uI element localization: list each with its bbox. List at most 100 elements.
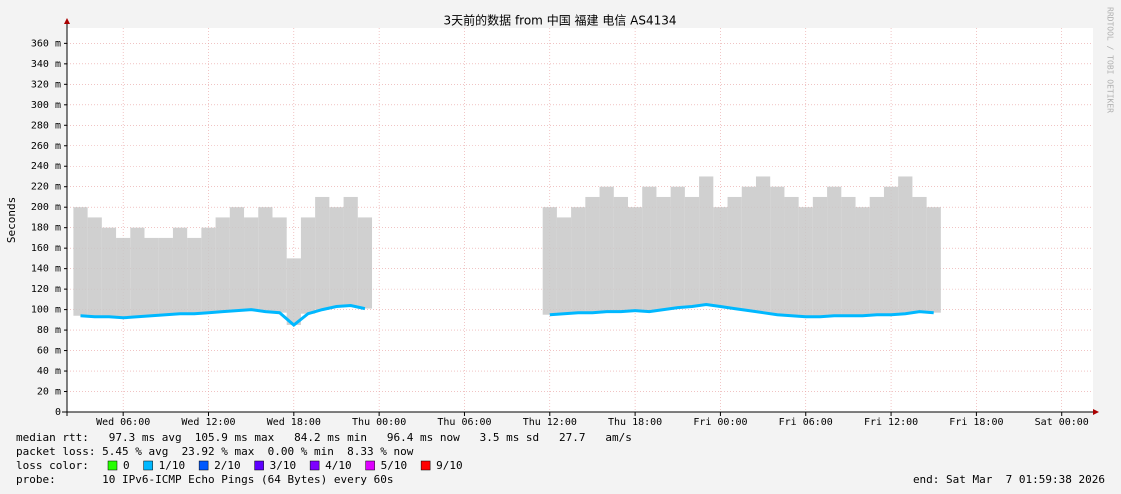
smoke-bar	[556, 217, 572, 314]
y-tick-label: 40 m	[37, 366, 61, 377]
x-tick-label: Thu 06:00	[437, 417, 491, 428]
y-tick-label: 340 m	[31, 59, 61, 70]
smoke-bar	[357, 217, 373, 309]
y-tick-label: 0	[55, 407, 61, 418]
x-tick-label: Thu 12:00	[523, 417, 577, 428]
x-arrow	[1093, 409, 1099, 415]
smoke-bar	[741, 186, 756, 311]
smoke-bar	[172, 227, 188, 314]
smoke-bar	[571, 207, 586, 313]
smoke-bar	[642, 186, 657, 312]
y-tick-label: 220 m	[31, 182, 61, 193]
smoke-bar	[101, 227, 117, 317]
smoke-bar	[116, 237, 131, 318]
y-tick-label: 280 m	[31, 120, 61, 131]
x-tick-label: Thu 18:00	[608, 417, 662, 428]
legend-swatch	[365, 460, 375, 471]
y-tick-label: 120 m	[31, 284, 61, 295]
smoke-bar	[755, 176, 771, 313]
smoke-bar	[272, 217, 287, 313]
labels: 0 20 m 40 m 60 m 80 m 100 m 120 m 140 m 160 m 180…	[16, 38, 1105, 486]
smoke-bar	[855, 207, 870, 316]
smoke-bar	[869, 196, 884, 315]
y-tick-label: 200 m	[31, 202, 61, 213]
y-tick-label: 320 m	[31, 79, 61, 90]
x-tick-label: Fri 06:00	[779, 417, 833, 428]
smoke-bar	[713, 207, 728, 307]
x-tick-label: Thu 00:00	[352, 417, 406, 428]
loss-label: loss color:	[16, 459, 89, 472]
y-tick-label: 140 m	[31, 264, 61, 275]
legend-label: 1/10	[159, 459, 186, 472]
smoke-bar	[670, 186, 685, 308]
legend-label: 4/10	[325, 459, 352, 472]
y-tick-label: 160 m	[31, 243, 61, 254]
legend-swatch	[107, 460, 118, 471]
legend-swatch	[309, 460, 320, 471]
smoke-bar	[912, 196, 927, 312]
legend-label: 9/10	[436, 459, 463, 472]
y-tick-label: 100 m	[31, 305, 61, 316]
y-arrow	[64, 18, 70, 24]
smoke-bar	[699, 176, 714, 305]
smoke-bar	[300, 217, 316, 314]
smoke-bar	[158, 237, 173, 315]
y-tick-label: 300 m	[31, 100, 61, 111]
x-tick-label: Fri 18:00	[949, 417, 1003, 428]
smoke-bar	[656, 196, 671, 310]
legend-swatch	[198, 460, 209, 471]
median-line	[549, 302, 934, 319]
y-tick-label: 20 m	[37, 387, 61, 398]
smoke-bar	[926, 207, 941, 313]
smoke-bar	[258, 207, 273, 312]
smoke-bar	[599, 186, 614, 312]
x-tick-label: Wed 06:00	[96, 417, 150, 428]
median-line	[80, 303, 366, 327]
y-axis-label: Seconds	[5, 197, 18, 243]
smoke-bar	[883, 186, 899, 315]
smoke-bar	[329, 207, 344, 307]
chart-title: 3天前的数据 from 中国 福建 电信 AS4134	[444, 13, 677, 28]
smoke-bar	[727, 196, 742, 309]
x-tick-label: Sat 00:00	[1035, 417, 1089, 428]
smoke-bar	[229, 207, 245, 311]
smoke-bar	[841, 196, 856, 316]
probe-line: probe: 10 IPv6-ICMP Echo Pings (64 Bytes…	[16, 473, 394, 486]
smoke-bar	[770, 186, 785, 315]
legend-label: 3/10	[270, 459, 297, 472]
smoke-bar	[542, 207, 557, 315]
legend-swatch	[420, 460, 431, 471]
smoke-bar	[286, 258, 301, 325]
smoke-bar	[130, 227, 145, 317]
smoke-bar	[87, 217, 102, 317]
legend-swatch	[143, 460, 153, 471]
smoke-bar	[215, 217, 230, 312]
smoke-bar	[73, 207, 88, 316]
end-time: end: Sat Mar 7 01:59:38 2026	[913, 473, 1105, 486]
x-tick-label: Fri 12:00	[864, 417, 918, 428]
y-tick-label: 260 m	[31, 141, 61, 152]
smoke-bar	[315, 196, 330, 310]
y-tick-label: 60 m	[37, 346, 61, 357]
smoke-bar	[684, 196, 700, 307]
y-tick-label: 240 m	[31, 161, 61, 172]
smoke-bar	[244, 217, 259, 310]
y-tick-label: 180 m	[31, 223, 61, 234]
smoke-bar	[812, 196, 828, 317]
smoke-bar	[585, 196, 600, 313]
stats-line: packet loss: 5.45 % avg 23.92 % max 0.00…	[16, 445, 414, 458]
legend-swatch	[254, 460, 264, 471]
legend-label: 2/10	[214, 459, 241, 472]
y-tick-label: 360 m	[31, 38, 61, 49]
smoke-bar	[827, 186, 842, 316]
legend-label: 0	[123, 459, 130, 472]
smoke-bar	[798, 207, 813, 317]
x-tick-label: Wed 12:00	[181, 417, 235, 428]
smoke-bar	[187, 237, 202, 314]
smoke-bar	[784, 196, 799, 316]
side-label: RRDTOOL / TOBI OETIKER	[1106, 7, 1115, 113]
marks	[73, 176, 941, 327]
stats-line: median rtt: 97.3 ms avg 105.9 ms max 84.…	[16, 431, 632, 444]
smoke-bar	[144, 237, 159, 316]
